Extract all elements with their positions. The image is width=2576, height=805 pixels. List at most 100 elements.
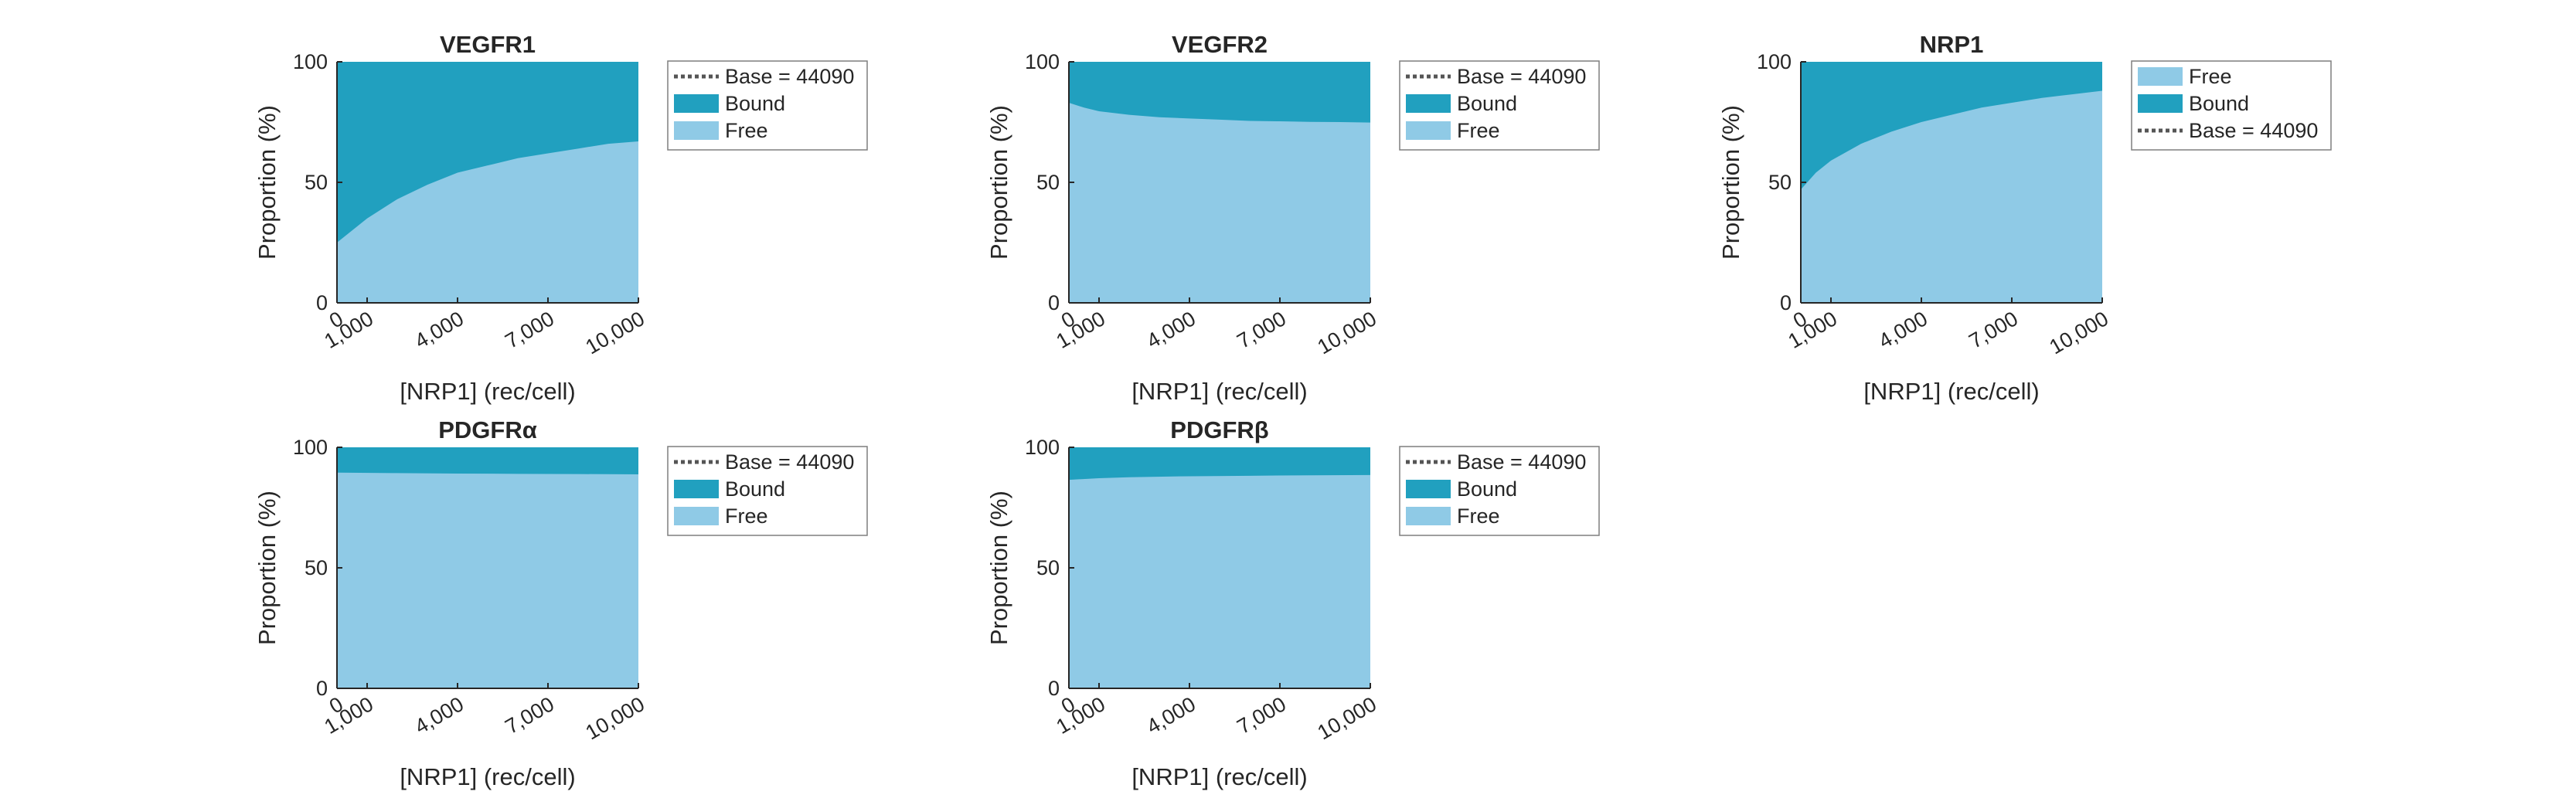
- legend: Base = 44090 Bound Free: [1399, 60, 1600, 151]
- y-axis-label: Proportion (%): [254, 105, 281, 260]
- legend-label: Free: [725, 504, 768, 528]
- x-tick-label: 4,000: [1874, 307, 1931, 353]
- legend-label: Bound: [725, 92, 785, 115]
- y-tick-label: 100: [293, 50, 328, 73]
- y-tick-label: 0: [316, 677, 328, 700]
- chart-title: NRP1: [1920, 31, 1984, 58]
- legend-entry-bound: Bound: [1406, 92, 1517, 115]
- legend-entry-bound: Bound: [674, 92, 785, 115]
- legend-label: Base = 44090: [1457, 65, 1586, 88]
- x-axis-label: [NRP1] (rec/cell): [1131, 763, 1307, 790]
- y-tick-label: 100: [293, 436, 328, 459]
- chart-title: VEGFR2: [1172, 31, 1268, 58]
- x-tick-label: 4,000: [410, 307, 468, 353]
- y-axis-label: Proportion (%): [985, 491, 1012, 645]
- y-axis-label: Proportion (%): [254, 491, 281, 645]
- legend: Base = 44090 Bound Free: [667, 446, 868, 536]
- x-tick-label: 10,000: [1313, 307, 1380, 358]
- legend-entry-base-44090: Base = 44090: [674, 450, 854, 474]
- legend-entry-base-44090: Base = 44090: [2138, 119, 2318, 142]
- chart-title: PDGFRα: [438, 416, 537, 443]
- x-tick-label: 10,000: [1313, 692, 1380, 744]
- y-tick-label: 50: [305, 556, 328, 579]
- x-tick-label: 4,000: [410, 692, 468, 739]
- y-tick-label: 50: [1036, 556, 1060, 579]
- free-swatch: [1406, 121, 1451, 140]
- legend-entry-bound: Bound: [1406, 477, 1517, 501]
- x-tick-label: 10,000: [581, 307, 648, 358]
- y-tick-label: 0: [1048, 291, 1060, 314]
- legend-label: Free: [1457, 119, 1500, 142]
- x-tick-label: 7,000: [1233, 307, 1290, 353]
- x-axis-label: [NRP1] (rec/cell): [1863, 378, 2039, 405]
- x-tick-label: 7,000: [1965, 307, 2022, 353]
- legend-label: Base = 44090: [725, 450, 854, 474]
- bound-swatch: [674, 480, 719, 498]
- legend-label: Base = 44090: [1457, 450, 1586, 474]
- legend-entry-base-44090: Base = 44090: [1406, 65, 1586, 88]
- y-tick-label: 0: [1780, 291, 1792, 314]
- legend-entry-free: Free: [674, 119, 768, 142]
- legend-label: Base = 44090: [2189, 119, 2318, 142]
- x-tick-label: 7,000: [501, 307, 558, 353]
- legend-entry-bound: Bound: [674, 477, 785, 501]
- bound-swatch: [2138, 94, 2183, 113]
- legend-entry-base-44090: Base = 44090: [1406, 450, 1586, 474]
- free-area: [1801, 90, 2102, 303]
- y-tick-label: 50: [1768, 171, 1792, 194]
- y-tick-label: 0: [316, 291, 328, 314]
- x-axis-label: [NRP1] (rec/cell): [1131, 378, 1307, 405]
- legend: Free Bound Base = 44090: [2131, 60, 2332, 151]
- legend-entry-bound: Bound: [2138, 92, 2249, 115]
- x-tick-label: 4,000: [1142, 692, 1200, 739]
- legend-entry-base-44090: Base = 44090: [674, 65, 854, 88]
- y-axis-label: Proportion (%): [1717, 105, 1744, 260]
- free-area: [337, 472, 638, 688]
- legend-label: Bound: [1457, 92, 1517, 115]
- free-area: [337, 141, 638, 303]
- y-tick-label: 100: [1757, 50, 1792, 73]
- legend-label: Bound: [2189, 92, 2249, 115]
- y-tick-label: 0: [1048, 677, 1060, 700]
- legend-label: Free: [1457, 504, 1500, 528]
- x-tick-label: 7,000: [501, 692, 558, 739]
- x-tick-label: 7,000: [1233, 692, 1290, 739]
- legend-entry-free: Free: [2138, 65, 2232, 88]
- legend-label: Free: [2189, 65, 2232, 88]
- y-axis-label: Proportion (%): [985, 105, 1012, 260]
- chart-title: VEGFR1: [440, 31, 536, 58]
- bound-swatch: [1406, 480, 1451, 498]
- x-axis-label: [NRP1] (rec/cell): [400, 763, 575, 790]
- legend-entry-free: Free: [674, 504, 768, 528]
- y-tick-label: 50: [1036, 171, 1060, 194]
- free-swatch: [674, 507, 719, 525]
- legend: Base = 44090 Bound Free: [667, 60, 868, 151]
- legend-entry-free: Free: [1406, 119, 1500, 142]
- free-area: [1069, 103, 1370, 304]
- legend-entry-free: Free: [1406, 504, 1500, 528]
- bound-swatch: [1406, 94, 1451, 113]
- bound-swatch: [674, 94, 719, 113]
- free-area: [1069, 474, 1370, 688]
- legend-label: Base = 44090: [725, 65, 854, 88]
- free-swatch: [674, 121, 719, 140]
- legend: Base = 44090 Bound Free: [1399, 446, 1600, 536]
- x-axis-label: [NRP1] (rec/cell): [400, 378, 575, 405]
- chart-title: PDGFRβ: [1170, 416, 1268, 443]
- x-tick-label: 10,000: [581, 692, 648, 744]
- free-swatch: [1406, 507, 1451, 525]
- x-tick-label: 10,000: [2045, 307, 2112, 358]
- legend-label: Bound: [725, 477, 785, 501]
- legend-label: Free: [725, 119, 768, 142]
- x-tick-label: 4,000: [1142, 307, 1200, 353]
- y-tick-label: 100: [1025, 436, 1060, 459]
- y-tick-label: 100: [1025, 50, 1060, 73]
- legend-label: Bound: [1457, 477, 1517, 501]
- y-tick-label: 50: [305, 171, 328, 194]
